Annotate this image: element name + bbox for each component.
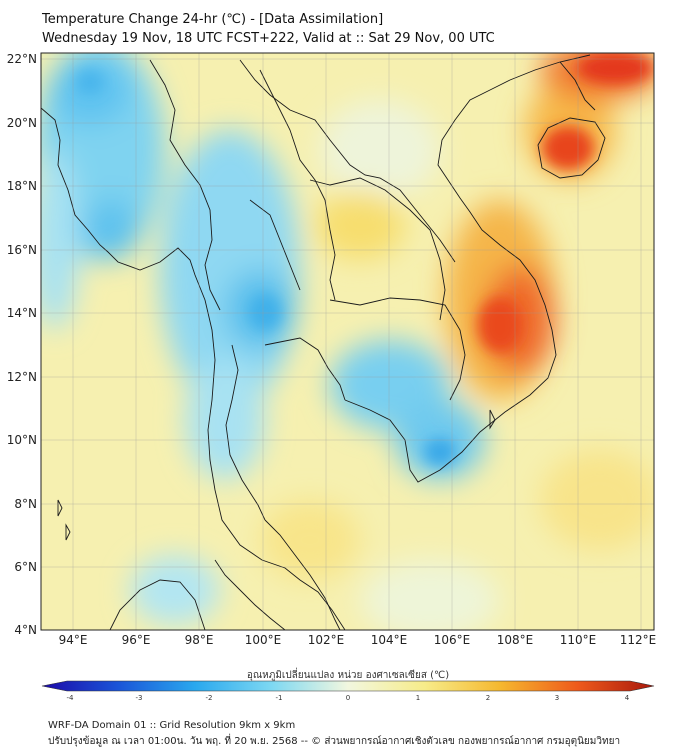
lat-label: 16°N xyxy=(7,243,37,257)
gridlines xyxy=(41,53,654,630)
lat-label: 18°N xyxy=(7,179,37,193)
lon-label: 108°E xyxy=(497,633,534,647)
longitude-axis: 94°E 96°E 98°E 100°E 102°E 104°E 106°E 1… xyxy=(59,633,657,647)
lon-label: 94°E xyxy=(59,633,88,647)
colorbar-bar xyxy=(41,680,655,692)
colorbar-tick: 3 xyxy=(555,694,559,702)
lat-label: 4°N xyxy=(14,623,37,637)
lon-label: 100°E xyxy=(245,633,282,647)
footer-credit: ปรับปรุงข้อมูล ณ เวลา 01:00น. วัน พฤ. ที… xyxy=(48,736,621,747)
lon-label: 110°E xyxy=(560,633,597,647)
latitude-axis: 22°N 20°N 18°N 16°N 14°N 12°N 10°N 8°N 6… xyxy=(7,52,37,637)
plot-frame xyxy=(40,52,655,631)
colorbar-tick: 0 xyxy=(346,694,350,702)
map-subtitle: Wednesday 19 Nov, 18 UTC FCST+222, Valid… xyxy=(42,31,495,46)
lon-label: 112°E xyxy=(620,633,657,647)
lat-label: 20°N xyxy=(7,116,37,130)
temperature-field xyxy=(41,53,654,630)
lat-label: 6°N xyxy=(14,560,37,574)
colorbar-tick: 2 xyxy=(486,694,490,702)
colorbar-label: อุณหภูมิเปลี่ยนแปลง หน่วย องศาเซลเซียส (… xyxy=(247,667,449,681)
map-title: Temperature Change 24-hr (℃) - [Data Ass… xyxy=(42,12,384,27)
lat-label: 8°N xyxy=(14,497,37,511)
colorbar-tick: -4 xyxy=(67,694,75,702)
lat-label: 22°N xyxy=(7,52,37,66)
lon-label: 96°E xyxy=(122,633,151,647)
colorbar-tick: -2 xyxy=(206,694,213,702)
lon-label: 106°E xyxy=(434,633,471,647)
lon-label: 104°E xyxy=(371,633,408,647)
footer-model-info: WRF-DA Domain 01 :: Grid Resolution 9km … xyxy=(48,720,296,731)
colorbar-tick: 4 xyxy=(625,694,630,702)
colorbar: อุณหภูมิเปลี่ยนแปลง หน่วย องศาเซลเซียส (… xyxy=(41,667,655,702)
lat-label: 10°N xyxy=(7,433,37,447)
lon-label: 98°E xyxy=(185,633,214,647)
lat-label: 14°N xyxy=(7,306,37,320)
colorbar-tick: 1 xyxy=(416,694,420,702)
lat-label: 12°N xyxy=(7,370,37,384)
lon-label: 102°E xyxy=(308,633,345,647)
colorbar-tick: -3 xyxy=(136,694,143,702)
colorbar-tick: -1 xyxy=(276,694,283,702)
